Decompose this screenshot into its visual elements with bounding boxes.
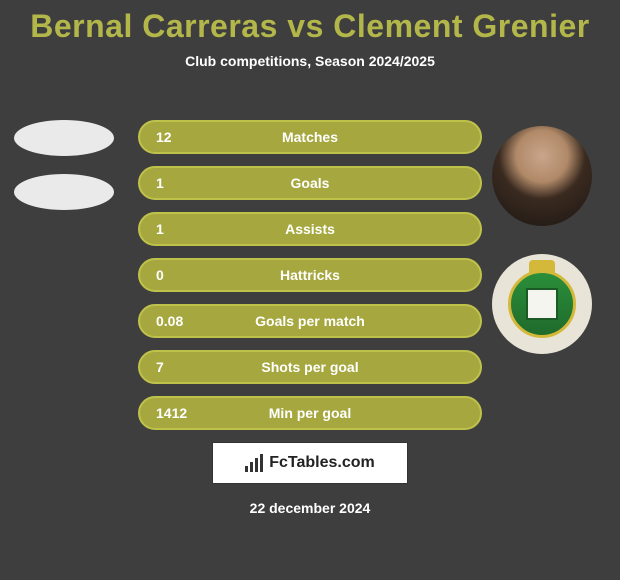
- stat-label: Matches: [140, 129, 480, 145]
- stat-label: Min per goal: [140, 405, 480, 421]
- stat-label: Hattricks: [140, 267, 480, 283]
- stat-row-assists: 1 Assists: [138, 212, 482, 246]
- stat-row-hattricks: 0 Hattricks: [138, 258, 482, 292]
- stat-rows: 12 Matches 1 Goals 1 Assists 0 Hattricks…: [138, 120, 482, 442]
- stat-row-shots-per-goal: 7 Shots per goal: [138, 350, 482, 384]
- player1-avatar-placeholder: [14, 120, 114, 156]
- stat-label: Assists: [140, 221, 480, 237]
- source-logo: FcTables.com: [212, 442, 408, 484]
- player1-club-placeholder: [14, 174, 114, 210]
- stat-row-min-per-goal: 1412 Min per goal: [138, 396, 482, 430]
- stat-row-goals-per-match: 0.08 Goals per match: [138, 304, 482, 338]
- bars-icon: [245, 454, 263, 472]
- comparison-card: Bernal Carreras vs Clement Grenier Club …: [0, 0, 620, 580]
- stat-label: Goals: [140, 175, 480, 191]
- logo-text: FcTables.com: [269, 454, 375, 472]
- page-title: Bernal Carreras vs Clement Grenier: [0, 8, 620, 45]
- stat-row-goals: 1 Goals: [138, 166, 482, 200]
- stat-label: Goals per match: [140, 313, 480, 329]
- subtitle: Club competitions, Season 2024/2025: [0, 53, 620, 69]
- crest-icon: [502, 264, 582, 344]
- player2-avatar: [492, 126, 592, 226]
- stat-label: Shots per goal: [140, 359, 480, 375]
- player2-club-crest: [492, 254, 592, 354]
- stat-row-matches: 12 Matches: [138, 120, 482, 154]
- footer-date: 22 december 2024: [0, 500, 620, 516]
